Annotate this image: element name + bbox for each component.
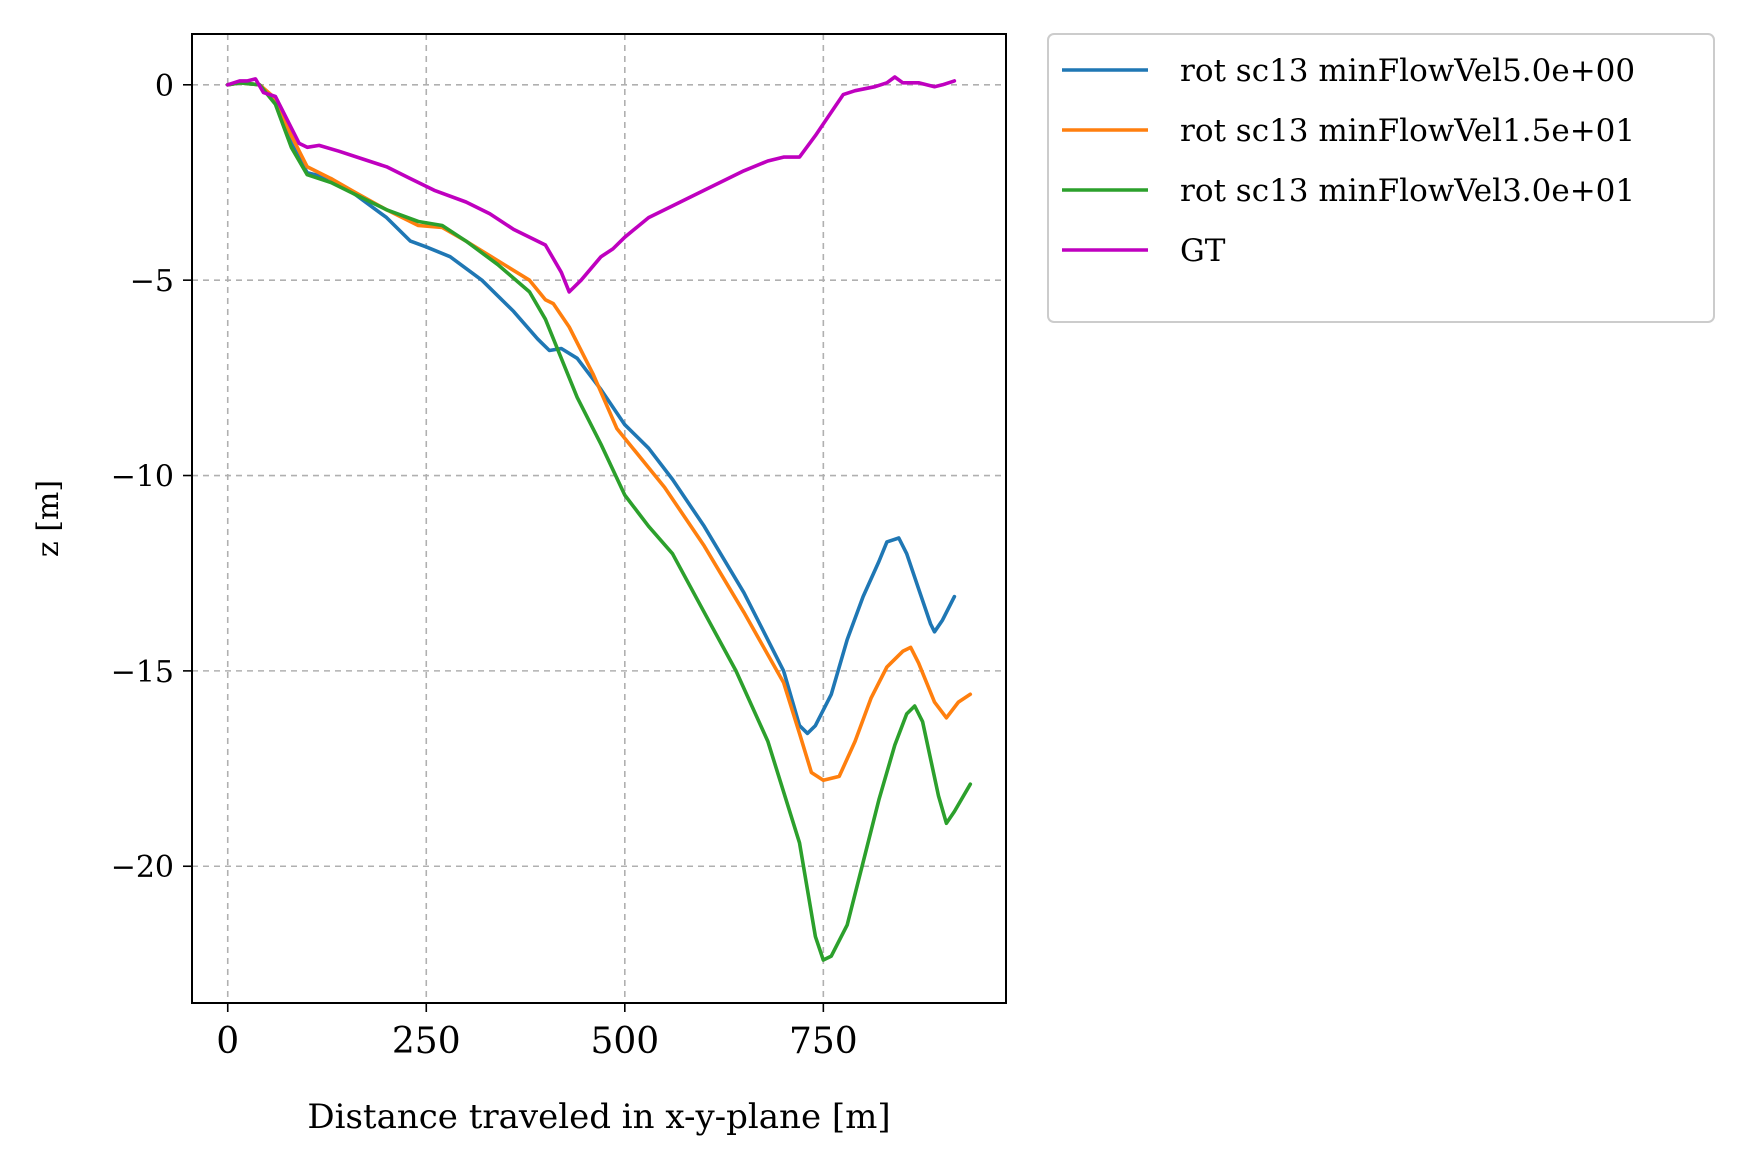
x-tick-label: 250	[392, 1021, 461, 1062]
y-tick-label: −5	[130, 264, 174, 299]
x-tick-label: 0	[216, 1021, 239, 1062]
x-axis-label: Distance traveled in x-y-plane [m]	[307, 1097, 890, 1137]
series-line-4	[225, 75, 957, 294]
plot-frame	[191, 33, 1007, 1004]
series-layer	[225, 75, 973, 962]
series-line-2	[225, 81, 973, 783]
y-axis-label: z [m]	[31, 480, 66, 557]
legend-label: rot sc13 minFlowVel5.0e+00	[1180, 53, 1635, 89]
legend-label: GT	[1180, 233, 1226, 269]
x-tick-label: 750	[789, 1021, 858, 1062]
series-line-3	[225, 81, 973, 962]
y-tick-label: −20	[111, 850, 174, 885]
legend-box	[1047, 33, 1715, 323]
axis-ticks: 0 250 500 750 0 −5 −10 −15 −20	[111, 69, 858, 1062]
legend-label: rot sc13 minFlowVel1.5e+01	[1180, 113, 1635, 149]
legend: rot sc13 minFlowVel5.0e+00 rot sc13 minFl…	[1047, 33, 1715, 323]
x-tick-label: 500	[590, 1021, 659, 1062]
y-tick-label: −15	[111, 655, 174, 690]
grid	[192, 34, 1006, 1003]
y-tick-label: 0	[155, 69, 174, 104]
y-tick-label: −10	[111, 460, 174, 495]
legend-label: rot sc13 minFlowVel3.0e+01	[1180, 173, 1635, 209]
